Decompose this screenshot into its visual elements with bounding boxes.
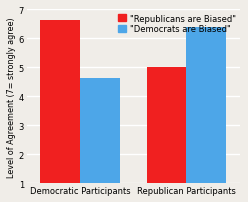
Bar [40,20,80,183]
Bar [186,28,226,183]
Bar [147,68,186,183]
Legend: "Republicans are Biased", "Democrats are Biased": "Republicans are Biased", "Democrats are… [118,15,236,34]
Bar [80,78,120,183]
Y-axis label: Level of Agreement (7= strongly agree): Level of Agreement (7= strongly agree) [7,17,16,177]
